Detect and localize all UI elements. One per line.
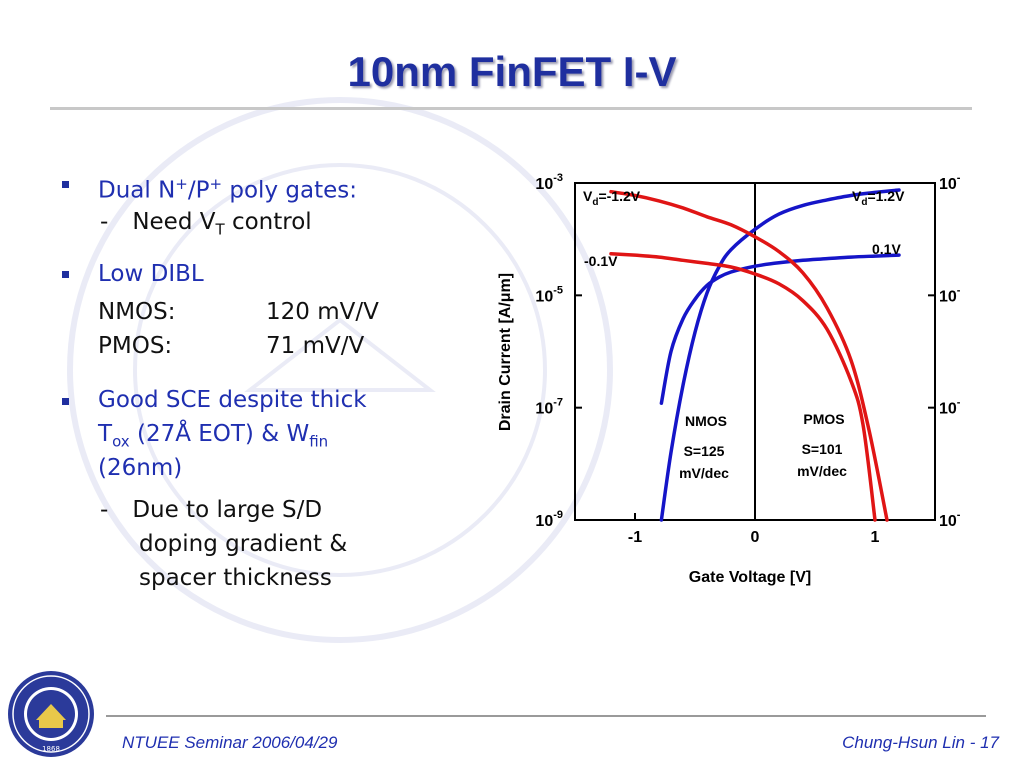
dibl-nmos-label: NMOS: [98, 299, 176, 325]
dibl-nmos-value: 120 mV/V [266, 299, 379, 325]
dibl-pmos-value: 71 mV/V [266, 333, 365, 359]
annot-nmos-s1: S=125 [684, 443, 725, 459]
subbullet-vt-control: - Need VT control [100, 209, 312, 239]
iv-chart: 10-3 10-5 10-7 10-9 10-3 10-5 10-7 10-9 -1 0 1 G… [497, 172, 960, 586]
bullet-square-icon [62, 271, 69, 278]
footer-seminar: NTUEE Seminar 2006/04/29 [122, 733, 338, 752]
y-tick-label-right-3: 10-9 [939, 509, 960, 530]
bullet-good-sce-line2: Tox (27Å EOT) & Wfin [98, 421, 329, 451]
title-divider [50, 107, 972, 110]
x-tick-label-0: -1 [628, 529, 642, 546]
y-tick-label-right-2: 10-7 [939, 397, 960, 418]
bullet-dual-poly: Dual N+/P+ poly gates: [98, 175, 357, 204]
annot-nmos: NMOS [685, 413, 727, 429]
annot-nmos-s2: mV/dec [679, 465, 729, 481]
y-tick-label-left-1: 10-5 [535, 284, 563, 305]
y-tick-label-left-0: 10-3 [535, 172, 563, 193]
footer-author: Chung-Hsun Lin [842, 733, 965, 752]
x-axis-label: Gate Voltage [V] [689, 569, 811, 586]
annot-neg-low: -0.1V [584, 253, 618, 269]
subbullet-sd-doping-line3: spacer thickness [139, 565, 332, 591]
bullet-square-icon [62, 181, 69, 188]
annot-pmos: PMOS [803, 411, 844, 427]
page-number: 17 [980, 733, 999, 752]
annot-vd-neg: Vd=-1.2V [583, 188, 641, 208]
curve-pmos-vd--1p2V [609, 189, 889, 522]
y-tick-label-left-3: 10-9 [535, 509, 563, 530]
annot-pmos-s1: S=101 [802, 441, 843, 457]
annot-pmos-s2: mV/dec [797, 463, 847, 479]
subbullet-sd-doping: - Due to large S/D [100, 497, 323, 523]
x-tick-label-2: 1 [871, 529, 880, 546]
bullet-low-dibl: Low DIBL [98, 261, 204, 287]
dibl-pmos-label: PMOS: [98, 333, 173, 359]
bullet-square-icon [62, 398, 69, 405]
y-tick-label-left-2: 10-7 [535, 397, 563, 418]
curve-pmos-vd--0p1V [609, 251, 877, 522]
footer-author-page: Chung-Hsun Lin - 17 [842, 733, 999, 752]
watermark-seal [67, 97, 613, 643]
footer-divider [106, 715, 986, 717]
annot-vd-pos: Vd=1.2V [852, 188, 905, 208]
y-axis-label: Drain Current [A/μm] [497, 273, 514, 431]
svg-text:1868: 1868 [42, 745, 60, 753]
x-tick-label-1: 0 [751, 529, 760, 546]
slide-title: 10nm FinFET I-V [347, 48, 677, 95]
annot-pos-low: 0.1V [872, 241, 901, 257]
subbullet-sd-doping-line2: doping gradient & [139, 531, 348, 557]
bullet-good-sce-line3: (26nm) [98, 455, 183, 481]
y-tick-label-right-1: 10-5 [939, 284, 960, 305]
curve-nmos-vd-1p2V [659, 188, 901, 522]
y-tick-label-right-0: 10-3 [939, 172, 960, 193]
uc-berkeley-seal-logo: 1868 [8, 671, 94, 757]
bullet-good-sce: Good SCE despite thick [98, 387, 367, 413]
